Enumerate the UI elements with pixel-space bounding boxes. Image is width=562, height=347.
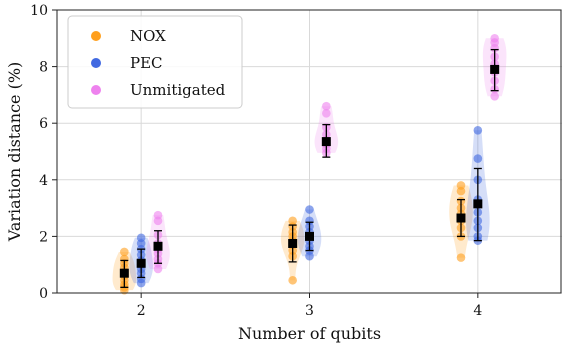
mean-marker bbox=[473, 199, 483, 209]
data-point-nox bbox=[456, 253, 466, 262]
legend-label-nox: NOX bbox=[130, 27, 166, 45]
mean-markers bbox=[119, 48, 500, 288]
y-tick-label: 6 bbox=[39, 116, 48, 132]
data-point-nox bbox=[288, 275, 297, 285]
legend-marker-pec bbox=[91, 58, 101, 68]
x-axis-label: Number of qubits bbox=[238, 324, 381, 343]
data-point-pec bbox=[473, 154, 483, 163]
y-tick-label: 4 bbox=[39, 173, 48, 189]
mean-marker bbox=[288, 238, 298, 248]
y-tick-label: 0 bbox=[39, 286, 48, 302]
y-axis-label: Variation distance (%) bbox=[5, 62, 24, 243]
mean-marker bbox=[321, 137, 331, 147]
data-point-pec bbox=[305, 216, 314, 226]
y-tick-label: 10 bbox=[30, 3, 48, 19]
data-point-unmitigated bbox=[322, 101, 331, 111]
data-point-pec bbox=[305, 205, 314, 214]
data-point-unmitigated bbox=[153, 210, 163, 220]
y-tick-label: 2 bbox=[39, 229, 48, 245]
x-tick-label: 4 bbox=[473, 303, 482, 319]
mean-marker bbox=[119, 268, 129, 278]
legend-marker-nox bbox=[91, 31, 101, 41]
x-tick-label: 2 bbox=[137, 303, 146, 319]
legend-box bbox=[67, 15, 243, 109]
data-point-unmitigated bbox=[322, 108, 331, 118]
x-tick-label: 3 bbox=[305, 303, 314, 319]
legend-label-unmitigated: Unmitigated bbox=[130, 81, 226, 99]
mean-marker bbox=[153, 241, 163, 251]
data-point-nox bbox=[288, 216, 297, 226]
data-point-unmitigated bbox=[490, 34, 499, 43]
legend-label-pec: PEC bbox=[130, 54, 163, 72]
mean-marker bbox=[136, 258, 146, 268]
mean-marker bbox=[305, 231, 314, 241]
data-point-unmitigated bbox=[490, 92, 499, 101]
y-tick-label: 8 bbox=[39, 60, 48, 76]
data-point-pec bbox=[136, 233, 146, 243]
mean-marker bbox=[490, 64, 500, 74]
data-point-nox bbox=[120, 247, 129, 257]
axis-ticks: 0 2 4 6 8 10 2 3 4 bbox=[30, 3, 482, 319]
legend: NOX PEC Unmitigated bbox=[67, 15, 243, 109]
data-point-nox bbox=[456, 181, 466, 190]
legend-marker-unmitigated bbox=[91, 85, 101, 95]
data-point-pec bbox=[473, 125, 483, 135]
mean-marker bbox=[456, 213, 466, 223]
data-point-nox bbox=[120, 254, 129, 264]
